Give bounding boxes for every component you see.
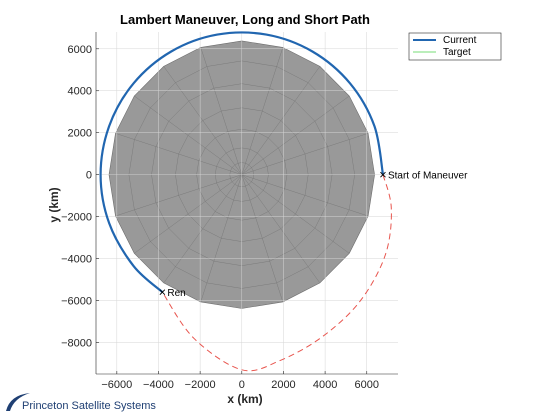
y-tick-label: −6000 [61, 296, 92, 308]
series-current [99, 31, 385, 294]
swoosh-icon [6, 393, 30, 411]
annotation-marker [380, 171, 386, 178]
series: Start of Maneuver Ren [99, 31, 468, 372]
series-transfer-path [161, 174, 392, 372]
x-tick-label: 4000 [313, 379, 337, 391]
y-tick-label: 6000 [68, 44, 92, 56]
x-tick-label: 2000 [271, 379, 295, 391]
y-tick-label: 2000 [68, 128, 92, 140]
y-tick-label: 0 [86, 170, 92, 182]
x-axis-label: x (km) [227, 392, 262, 406]
legend-label-current: Current [443, 35, 477, 46]
x-tick-label: −4000 [143, 379, 174, 391]
annotation-label: Start of Maneuver [388, 171, 468, 182]
y-tick-label: −8000 [61, 338, 92, 350]
y-tick-label: 4000 [68, 86, 92, 98]
grid [96, 32, 398, 374]
annotation-marker [159, 289, 166, 295]
y-axis-label: y (km) [47, 187, 61, 222]
legend-label-target: Target [443, 47, 471, 58]
x-tick-label: −6000 [101, 379, 132, 391]
axes: −6000 −4000 −2000 0 2000 4000 6000 −8000 −6000 −4… [61, 32, 398, 391]
company-name: Princeton Satellite Systems [22, 400, 156, 412]
x-tick-label: 6000 [355, 379, 379, 391]
chart-title: Lambert Maneuver, Long and Short Path [120, 12, 370, 27]
company-logo: Princeton Satellite Systems [4, 389, 174, 417]
x-tick-label: −2000 [185, 379, 216, 391]
x-tick-label: 0 [239, 379, 245, 391]
legend: Current Target [408, 32, 502, 61]
annotation-label: Ren [167, 288, 185, 299]
y-tick-label: −4000 [61, 254, 92, 266]
y-tick-label: −2000 [61, 212, 92, 224]
